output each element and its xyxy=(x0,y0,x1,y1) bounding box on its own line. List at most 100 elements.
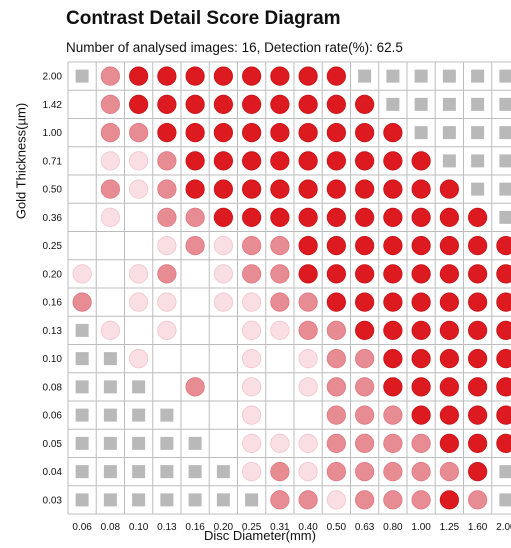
detection-score-dot xyxy=(439,207,459,227)
detection-score-dot xyxy=(157,94,177,114)
x-tick-label: 1.25 xyxy=(440,522,460,533)
detection-score-dot xyxy=(298,236,318,256)
missing-disc-square xyxy=(386,69,400,83)
detection-score-dot xyxy=(326,462,346,482)
detection-score-dot xyxy=(326,349,346,369)
y-tick-label: 0.04 xyxy=(43,467,63,478)
missing-disc-square xyxy=(75,323,89,337)
detection-score-dot xyxy=(355,179,375,199)
missing-disc-square xyxy=(471,69,485,83)
missing-disc-square xyxy=(499,126,511,140)
detection-score-dot xyxy=(383,236,403,256)
detection-score-dot xyxy=(496,377,511,397)
detection-score-dot xyxy=(355,433,375,453)
detection-score-dot xyxy=(270,207,290,227)
detection-score-dot xyxy=(185,66,205,86)
detection-score-dot xyxy=(100,320,120,340)
detection-score-dot xyxy=(383,292,403,312)
missing-disc-square xyxy=(499,493,511,507)
detection-score-dot xyxy=(468,207,488,227)
missing-disc-square xyxy=(499,465,511,479)
detection-score-dot xyxy=(411,462,431,482)
detection-score-dot xyxy=(411,349,431,369)
missing-disc-square xyxy=(386,97,400,111)
detection-score-dot xyxy=(439,433,459,453)
detection-score-dot xyxy=(439,349,459,369)
detection-score-dot xyxy=(411,405,431,425)
missing-disc-square xyxy=(188,493,202,507)
detection-score-dot xyxy=(213,179,233,199)
detection-score-dot xyxy=(326,264,346,284)
missing-disc-square xyxy=(499,69,511,83)
detection-score-dot xyxy=(411,433,431,453)
detection-score-dot xyxy=(355,123,375,143)
x-tick-label: 0.16 xyxy=(185,522,205,533)
missing-disc-square xyxy=(245,493,259,507)
missing-disc-square xyxy=(75,436,89,450)
y-tick-label: 0.05 xyxy=(43,439,63,450)
detection-score-dot xyxy=(439,377,459,397)
detection-score-dot xyxy=(326,433,346,453)
detection-score-dot xyxy=(298,264,318,284)
chart-title: Contrast Detail Score Diagram xyxy=(66,8,341,29)
detection-score-dot xyxy=(157,123,177,143)
missing-disc-square xyxy=(103,352,117,366)
x-tick-label: 0.06 xyxy=(72,522,92,533)
missing-disc-square xyxy=(471,126,485,140)
detection-score-dot xyxy=(383,151,403,171)
detection-score-dot xyxy=(383,123,403,143)
detection-score-dot xyxy=(270,264,290,284)
missing-disc-square xyxy=(188,465,202,479)
detection-score-dot xyxy=(326,377,346,397)
detection-score-dot xyxy=(411,490,431,510)
detection-score-dot xyxy=(439,179,459,199)
detection-score-dot xyxy=(185,236,205,256)
missing-disc-square xyxy=(103,380,117,394)
x-tick-label: 0.50 xyxy=(327,522,347,533)
detection-score-dot xyxy=(242,179,262,199)
y-tick-label: 0.20 xyxy=(43,269,63,280)
detection-score-dot xyxy=(298,207,318,227)
y-tick-label: 0.25 xyxy=(43,241,63,252)
detection-score-dot xyxy=(326,490,346,510)
detection-score-dot xyxy=(270,66,290,86)
detection-score-dot xyxy=(439,320,459,340)
detection-score-dot xyxy=(157,151,177,171)
detection-score-dot xyxy=(355,264,375,284)
detection-score-dot xyxy=(129,94,149,114)
detection-score-dot xyxy=(411,236,431,256)
detection-score-dot xyxy=(242,320,262,340)
missing-disc-square xyxy=(103,408,117,422)
detection-score-dot xyxy=(383,264,403,284)
detection-score-dot xyxy=(355,349,375,369)
x-tick-label: 0.25 xyxy=(242,522,262,533)
y-tick-label: 2.00 xyxy=(43,72,63,83)
detection-score-dot xyxy=(326,123,346,143)
detection-score-dot xyxy=(242,94,262,114)
detection-score-dot xyxy=(213,94,233,114)
detection-score-dot xyxy=(468,264,488,284)
missing-disc-square xyxy=(160,465,174,479)
missing-disc-square xyxy=(132,408,146,422)
detection-score-dot xyxy=(298,66,318,86)
detection-score-dot xyxy=(242,462,262,482)
detection-score-dot xyxy=(157,236,177,256)
detection-score-dot xyxy=(468,236,488,256)
missing-disc-square xyxy=(132,465,146,479)
x-tick-label: 0.10 xyxy=(129,522,149,533)
detection-score-dot xyxy=(411,320,431,340)
detection-score-dot xyxy=(129,292,149,312)
detection-score-dot xyxy=(383,433,403,453)
detection-score-dot xyxy=(185,207,205,227)
detection-score-dot xyxy=(298,377,318,397)
detection-score-dot xyxy=(468,490,488,510)
detection-score-dot xyxy=(72,264,92,284)
y-tick-label: 0.10 xyxy=(43,354,63,365)
x-tick-label: 0.08 xyxy=(101,522,121,533)
detection-score-dot xyxy=(129,264,149,284)
y-tick-label: 1.00 xyxy=(43,128,63,139)
missing-disc-square xyxy=(75,69,89,83)
detection-score-dot xyxy=(411,377,431,397)
detection-score-dot xyxy=(185,179,205,199)
missing-disc-square xyxy=(132,493,146,507)
